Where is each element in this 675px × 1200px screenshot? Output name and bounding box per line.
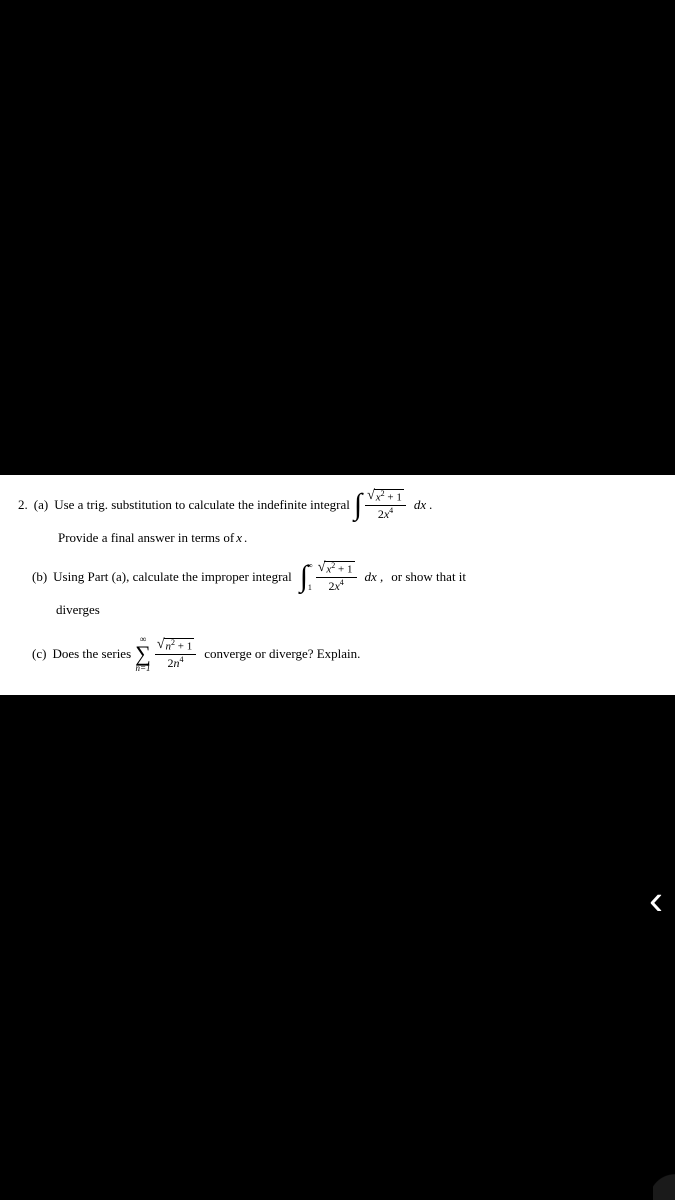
radicand-plus: + 1: [385, 492, 402, 504]
problem-2c: (c) Does the series ∞ ∑ n=1 √ n2 + 1 2n4…: [32, 635, 665, 673]
part-a-var: x: [236, 529, 242, 547]
den-exp-b: 4: [340, 578, 344, 587]
part-a-text2: Provide a final answer in terms of: [58, 529, 234, 547]
problem-2a-line2: Provide a final answer in terms of x .: [58, 529, 665, 547]
part-c-text1: Does the series: [52, 645, 131, 663]
dx-a: dx .: [414, 496, 433, 514]
dx-b: dx ,: [365, 568, 384, 586]
part-b-text2: or show that it: [391, 568, 466, 586]
problem-2b: (b) Using Part (a), calculate the improp…: [32, 561, 665, 593]
radicand-plus-b: + 1: [335, 564, 352, 576]
back-chevron-icon[interactable]: ‹: [639, 870, 673, 930]
part-c-label: (c): [32, 645, 46, 663]
int-lower-b: 1: [308, 584, 312, 592]
part-b-text1: Using Part (a), calculate the improper i…: [53, 568, 292, 586]
part-a-label: (a): [34, 496, 48, 514]
sum-sign: ∑: [135, 644, 151, 664]
integral-sign: ∫: [354, 490, 362, 520]
series-sum: ∞ ∑ n=1: [135, 635, 151, 673]
part-b-text3: diverges: [56, 601, 100, 619]
sum-lower: n=1: [135, 664, 150, 673]
integrand-fraction: √ x2 + 1 2x4: [365, 489, 406, 521]
problem-2b-line2: diverges: [56, 601, 665, 619]
series-term: √ n2 + 1 2n4: [155, 638, 196, 670]
problem-2a-line1: 2. (a) Use a trig. substitution to calcu…: [18, 489, 665, 521]
problem-number: 2.: [18, 496, 28, 514]
part-b-label: (b): [32, 568, 47, 586]
indefinite-integral: ∫ √ x2 + 1 2x4: [354, 489, 406, 521]
part-c-text2: converge or diverge? Explain.: [204, 645, 360, 663]
radicand-plus-c: + 1: [175, 641, 192, 653]
document-page: 2. (a) Use a trig. substitution to calcu…: [0, 475, 675, 695]
den-exp-c: 4: [180, 655, 184, 664]
part-a-period: .: [244, 529, 247, 547]
integrand-fraction-b: √ x2 + 1 2x4: [316, 561, 357, 593]
integral-sign-b: ∫: [300, 562, 308, 592]
improper-integral: ∫ ∞ 1 √ x2 + 1 2x4: [300, 561, 357, 593]
bottom-corner-decoration: [653, 1164, 675, 1200]
part-a-text1: Use a trig. substitution to calculate th…: [54, 496, 350, 514]
den-exp: 4: [389, 506, 393, 515]
